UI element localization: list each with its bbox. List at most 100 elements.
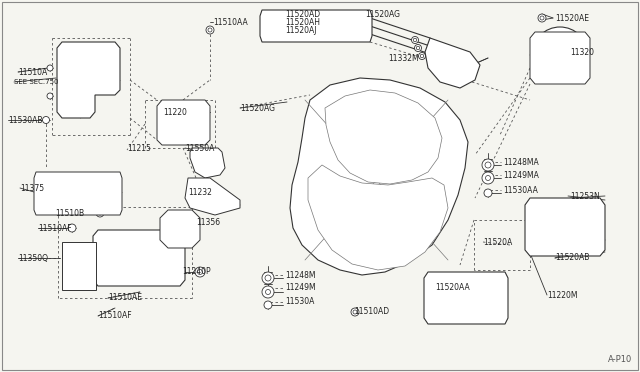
Polygon shape <box>157 100 210 145</box>
Text: 11510AA: 11510AA <box>213 17 248 26</box>
Circle shape <box>577 71 584 77</box>
Circle shape <box>419 52 426 60</box>
Circle shape <box>71 51 79 59</box>
Circle shape <box>198 269 202 275</box>
Circle shape <box>293 16 297 20</box>
Text: 11240P: 11240P <box>182 267 211 276</box>
Circle shape <box>579 72 582 76</box>
Circle shape <box>42 116 49 124</box>
Text: 11249M: 11249M <box>285 283 316 292</box>
Circle shape <box>413 38 417 42</box>
Circle shape <box>435 312 438 316</box>
Circle shape <box>201 158 209 166</box>
Text: 11520AG: 11520AG <box>240 103 275 112</box>
Circle shape <box>191 221 193 224</box>
Circle shape <box>433 279 440 285</box>
Circle shape <box>536 32 543 39</box>
Text: 11510AD: 11510AD <box>354 308 389 317</box>
Circle shape <box>189 235 195 241</box>
Text: 11520AE: 11520AE <box>555 13 589 22</box>
Circle shape <box>162 105 168 111</box>
Circle shape <box>191 191 199 199</box>
Circle shape <box>314 30 322 38</box>
Circle shape <box>173 219 179 225</box>
Circle shape <box>103 80 107 84</box>
Circle shape <box>340 16 344 20</box>
Circle shape <box>579 34 582 38</box>
Circle shape <box>577 32 584 39</box>
Text: 11320: 11320 <box>570 48 594 57</box>
Circle shape <box>420 54 424 58</box>
Circle shape <box>453 73 457 77</box>
Text: 11520AB: 11520AB <box>555 253 589 263</box>
Circle shape <box>101 51 109 59</box>
Circle shape <box>270 16 274 20</box>
Circle shape <box>96 209 104 217</box>
Text: 11520AG: 11520AG <box>365 10 400 19</box>
Circle shape <box>193 193 197 197</box>
Circle shape <box>268 30 276 38</box>
Circle shape <box>103 53 107 57</box>
Text: 11510AF: 11510AF <box>98 311 132 321</box>
Circle shape <box>191 237 193 240</box>
Text: 11375: 11375 <box>20 183 44 192</box>
Circle shape <box>104 237 111 244</box>
Circle shape <box>495 279 502 285</box>
Circle shape <box>262 272 274 284</box>
Circle shape <box>168 273 172 277</box>
Circle shape <box>542 37 578 73</box>
Circle shape <box>433 311 440 317</box>
Text: 11249MA: 11249MA <box>503 170 539 180</box>
Circle shape <box>266 289 271 295</box>
Circle shape <box>163 137 166 140</box>
Circle shape <box>68 224 76 232</box>
Polygon shape <box>308 165 448 270</box>
Circle shape <box>120 238 160 278</box>
Text: 11520AD: 11520AD <box>285 10 320 19</box>
Circle shape <box>206 26 214 34</box>
Text: 11350Q: 11350Q <box>18 253 48 263</box>
Polygon shape <box>530 32 590 84</box>
Circle shape <box>316 16 320 20</box>
Circle shape <box>538 34 541 38</box>
Polygon shape <box>40 176 80 212</box>
Circle shape <box>552 47 568 63</box>
Circle shape <box>531 244 538 251</box>
Polygon shape <box>260 10 372 42</box>
Text: 11510AE: 11510AE <box>108 294 142 302</box>
Text: 11248MA: 11248MA <box>503 157 539 167</box>
Circle shape <box>189 219 195 225</box>
Circle shape <box>71 78 79 86</box>
Circle shape <box>486 176 490 180</box>
Text: 11530AB: 11530AB <box>8 115 42 125</box>
Circle shape <box>482 159 494 171</box>
Circle shape <box>361 16 365 20</box>
Circle shape <box>533 246 537 250</box>
Text: 11520A: 11520A <box>483 237 512 247</box>
Circle shape <box>542 207 582 247</box>
Circle shape <box>435 280 438 284</box>
Polygon shape <box>425 38 480 88</box>
Text: 11510AF: 11510AF <box>38 224 72 232</box>
Circle shape <box>73 53 77 57</box>
Circle shape <box>198 106 202 109</box>
Circle shape <box>47 93 53 99</box>
Polygon shape <box>185 178 240 215</box>
Circle shape <box>485 162 491 168</box>
Circle shape <box>98 211 102 215</box>
Circle shape <box>484 189 492 197</box>
Circle shape <box>482 172 494 184</box>
Text: A-P10: A-P10 <box>608 355 632 364</box>
Polygon shape <box>190 148 225 178</box>
Circle shape <box>163 106 166 109</box>
Text: 11520AJ: 11520AJ <box>285 26 317 35</box>
Text: 11248M: 11248M <box>285 270 316 279</box>
Circle shape <box>446 278 486 318</box>
Circle shape <box>197 105 203 111</box>
Circle shape <box>197 135 203 141</box>
Text: 11530A: 11530A <box>285 298 314 307</box>
Circle shape <box>415 45 422 51</box>
Circle shape <box>203 160 207 164</box>
Circle shape <box>338 30 346 38</box>
Circle shape <box>531 203 538 211</box>
